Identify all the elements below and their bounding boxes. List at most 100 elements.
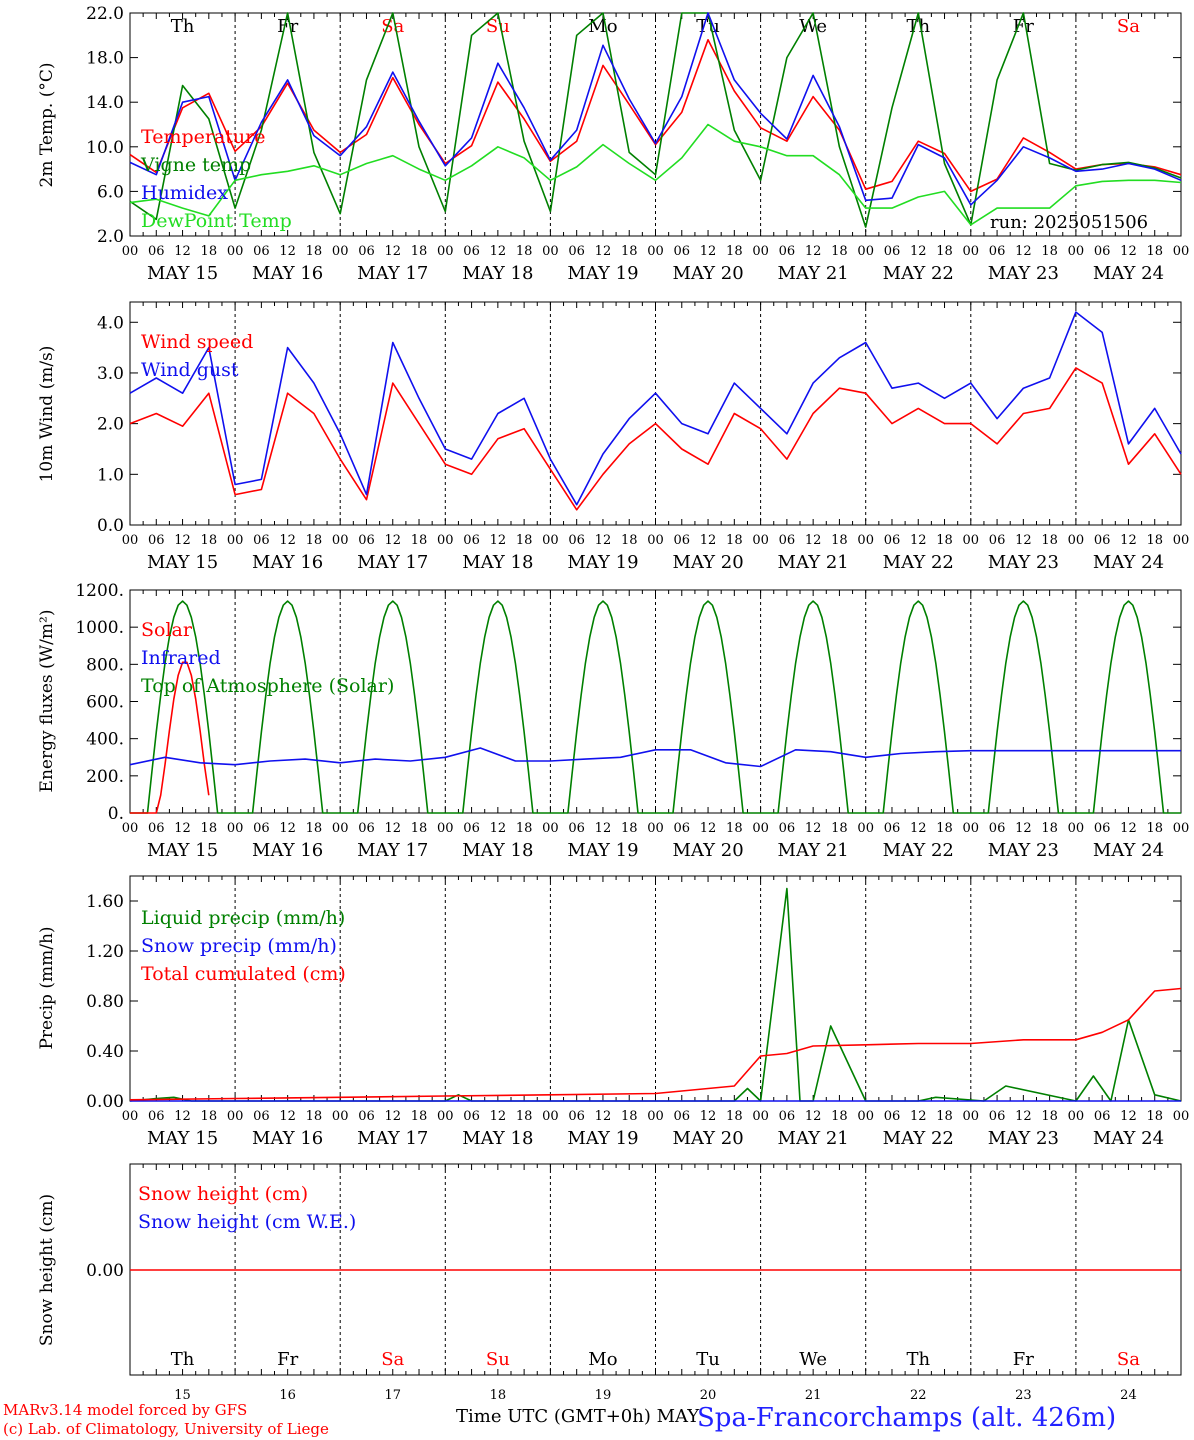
hour-tick-label: 12 bbox=[490, 1109, 507, 1124]
y-tick-label: 1000. bbox=[75, 618, 124, 638]
date-label: MAY 16 bbox=[252, 1128, 323, 1149]
hour-tick-label: 06 bbox=[674, 821, 691, 836]
y-tick-label: 1200. bbox=[75, 581, 124, 601]
hour-tick-label: 00 bbox=[542, 821, 559, 836]
hour-tick-label: 06 bbox=[674, 1109, 691, 1124]
hour-tick-label: 00 bbox=[437, 533, 454, 548]
date-label: MAY 17 bbox=[357, 263, 428, 284]
weekday-label: We bbox=[799, 16, 827, 37]
hour-tick-label: 12 bbox=[805, 244, 822, 259]
hour-tick-label: 12 bbox=[595, 1109, 612, 1124]
hour-tick-label: 12 bbox=[279, 533, 296, 548]
weekday-label: Su bbox=[486, 1349, 510, 1370]
date-label: MAY 23 bbox=[988, 1128, 1059, 1149]
date-label: MAY 24 bbox=[1093, 840, 1164, 861]
hour-tick-label: 18 bbox=[1041, 821, 1058, 836]
y-tick-label: 6.0 bbox=[97, 182, 124, 202]
footer-time-axis-label: Time UTC (GMT+0h) MAY bbox=[456, 1406, 700, 1427]
date-label: MAY 20 bbox=[672, 263, 743, 284]
weekday-label: Mo bbox=[588, 16, 617, 37]
hour-tick-label: 06 bbox=[568, 533, 585, 548]
hour-tick-label: 00 bbox=[122, 1109, 139, 1124]
date-label: MAY 21 bbox=[778, 1128, 849, 1149]
hour-tick-label: 00 bbox=[1173, 244, 1190, 259]
hour-tick-label: 00 bbox=[1173, 1109, 1190, 1124]
legend-entry: Wind speed bbox=[141, 331, 253, 353]
date-label: MAY 22 bbox=[883, 1128, 954, 1149]
hour-tick-label: 00 bbox=[963, 1109, 980, 1124]
hour-tick-label: 18 bbox=[201, 821, 218, 836]
y-tick-label: 1.60 bbox=[86, 892, 124, 912]
y-axis-label: Snow height (cm) bbox=[37, 1194, 57, 1346]
y-tick-label: 14.0 bbox=[86, 93, 124, 113]
hour-tick-label: 12 bbox=[910, 821, 927, 836]
hour-tick-label: 00 bbox=[857, 244, 874, 259]
footer-model-credit: MARv3.14 model forced by GFS bbox=[3, 1401, 248, 1419]
legend-entry: Snow precip (mm/h) bbox=[141, 935, 337, 957]
date-label: MAY 22 bbox=[883, 552, 954, 573]
hour-tick-label: 12 bbox=[490, 244, 507, 259]
date-label: MAY 16 bbox=[252, 552, 323, 573]
weekday-label: Fr bbox=[1013, 16, 1034, 37]
hour-tick-label: 12 bbox=[700, 533, 717, 548]
hour-tick-label: 06 bbox=[253, 533, 270, 548]
hour-tick-label: 00 bbox=[752, 821, 769, 836]
hour-tick-label: 12 bbox=[384, 1109, 401, 1124]
hour-tick-label: 00 bbox=[332, 1109, 349, 1124]
hour-tick-label: 00 bbox=[647, 533, 664, 548]
hour-tick-label: 06 bbox=[148, 533, 165, 548]
weekday-label: Sa bbox=[1117, 1349, 1140, 1370]
hour-tick-label: 12 bbox=[490, 821, 507, 836]
weekday-label: Su bbox=[486, 16, 510, 37]
hour-tick-label: 00 bbox=[542, 244, 559, 259]
hour-tick-label: 06 bbox=[568, 1109, 585, 1124]
hour-tick-label: 18 bbox=[1146, 533, 1163, 548]
hour-tick-label: 06 bbox=[568, 244, 585, 259]
hour-tick-label: 12 bbox=[1120, 533, 1137, 548]
legend-entry: Infrared bbox=[141, 647, 221, 669]
hour-tick-label: 18 bbox=[936, 244, 953, 259]
hour-tick-label: 06 bbox=[358, 244, 375, 259]
date-label: MAY 20 bbox=[672, 1128, 743, 1149]
hour-tick-label: 18 bbox=[621, 821, 638, 836]
hour-tick-label: 00 bbox=[963, 244, 980, 259]
weekday-label: Fr bbox=[1013, 1349, 1034, 1370]
hour-tick-label: 06 bbox=[148, 821, 165, 836]
hour-tick-label: 12 bbox=[1120, 244, 1137, 259]
series-humidex bbox=[129, 12, 1182, 206]
footer-station-name: Spa-Francorchamps (alt. 426m) bbox=[697, 1403, 1117, 1433]
date-label: MAY 23 bbox=[988, 263, 1059, 284]
hour-tick-label: 00 bbox=[227, 1109, 244, 1124]
hour-tick-label: 06 bbox=[884, 1109, 901, 1124]
y-tick-label: 0.00 bbox=[86, 1092, 124, 1112]
legend-entry: Solar bbox=[141, 619, 193, 641]
date-label: MAY 18 bbox=[462, 840, 533, 861]
hour-tick-label: 18 bbox=[831, 533, 848, 548]
date-label: MAY 18 bbox=[462, 263, 533, 284]
day-number-label: 23 bbox=[1015, 1388, 1032, 1403]
hour-tick-label: 06 bbox=[463, 533, 480, 548]
date-label: MAY 17 bbox=[357, 840, 428, 861]
hour-tick-label: 06 bbox=[884, 821, 901, 836]
hour-tick-label: 00 bbox=[122, 533, 139, 548]
legend-entry: Vigne temp bbox=[140, 154, 251, 176]
weekday-label: Sa bbox=[1117, 16, 1140, 37]
hour-tick-label: 18 bbox=[726, 1109, 743, 1124]
hour-tick-label: 12 bbox=[805, 1109, 822, 1124]
hour-tick-label: 12 bbox=[910, 1109, 927, 1124]
date-label: MAY 17 bbox=[357, 552, 428, 573]
hour-tick-label: 18 bbox=[1041, 1109, 1058, 1124]
y-tick-label: 600. bbox=[86, 693, 124, 713]
hour-tick-label: 12 bbox=[700, 821, 717, 836]
hour-tick-label: 00 bbox=[1068, 533, 1085, 548]
hour-tick-label: 18 bbox=[201, 533, 218, 548]
hour-tick-label: 00 bbox=[227, 244, 244, 259]
day-number-label: 21 bbox=[805, 1388, 822, 1403]
hour-tick-label: 06 bbox=[779, 821, 796, 836]
y-tick-label: 10.0 bbox=[86, 138, 124, 158]
y-tick-label: 4.0 bbox=[97, 313, 124, 333]
hour-tick-label: 06 bbox=[253, 244, 270, 259]
hour-tick-label: 18 bbox=[516, 1109, 533, 1124]
hour-tick-label: 06 bbox=[1094, 821, 1111, 836]
y-tick-label: 2.0 bbox=[97, 227, 124, 247]
